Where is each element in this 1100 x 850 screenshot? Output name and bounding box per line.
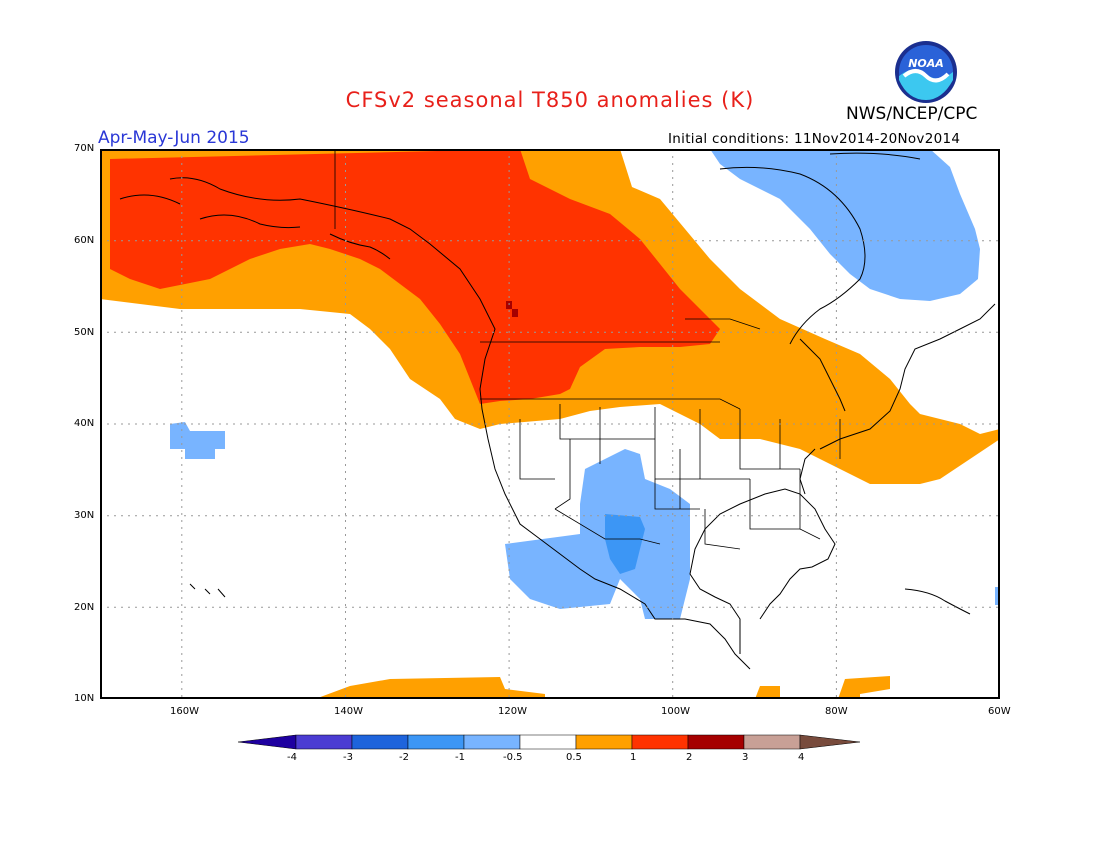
political-borders [334,149,841,550]
colorbar-label: 3 [742,752,749,763]
agency-label: NWS/NCEP/CPC [846,104,978,124]
anomaly-map [100,149,1000,699]
colorbar-swatch [575,734,633,750]
lat-label: 60N [74,235,95,246]
colorbar-swatch [687,734,745,750]
colorbar-label: -1 [455,752,465,763]
coastlines [119,152,996,670]
colorbar-label: -2 [399,752,409,763]
colorbar-label: -3 [343,752,353,763]
colorbar-swatch [295,734,353,750]
lat-label: 10N [74,693,95,704]
warm-pacific-south [315,677,545,699]
initial-conditions: Initial conditions: 11Nov2014-20Nov2014 [668,131,961,147]
colorbar-swatch [407,734,465,750]
lat-label: 40N [74,418,95,429]
graticule [100,149,1000,699]
colorbar-label: -4 [287,752,297,763]
colorbar-label: 0.5 [566,752,582,763]
lon-label: 160W [170,706,199,717]
cool-hudson-labrador [710,149,980,301]
lon-label: 80W [825,706,848,717]
noaa-logo: NOAA [895,41,957,103]
colorbar-swatch [743,734,801,750]
lat-label: 20N [74,602,95,613]
cool-pacific [170,422,225,459]
map-title: CFSv2 seasonal T850 anomalies (K) [345,88,755,112]
colorbar-swatch [799,734,861,750]
forecast-period: Apr-May-Jun 2015 [98,128,250,148]
colorbar-swatch [631,734,689,750]
colorbar-swatch [463,734,521,750]
colorbar-label: 2 [686,752,693,763]
anomaly-shading [100,149,1000,699]
colorbar-swatch [519,734,577,750]
lon-label: 140W [334,706,363,717]
colorbar [238,734,861,750]
map-frame [100,149,1000,699]
cool-mexico [505,449,690,619]
colorbar-swatch [238,734,297,750]
lat-label: 70N [74,143,95,154]
warm-core-northwest [110,149,720,404]
lon-label: 100W [661,706,690,717]
lon-label: 60W [988,706,1011,717]
lon-label: 120W [498,706,527,717]
svg-text:NOAA: NOAA [908,57,944,70]
colorbar-label: -0.5 [503,752,523,763]
colorbar-swatch [351,734,409,750]
colorbar-label: 1 [630,752,637,763]
colorbar-label: 4 [798,752,805,763]
lat-label: 50N [74,327,95,338]
lat-label: 30N [74,510,95,521]
